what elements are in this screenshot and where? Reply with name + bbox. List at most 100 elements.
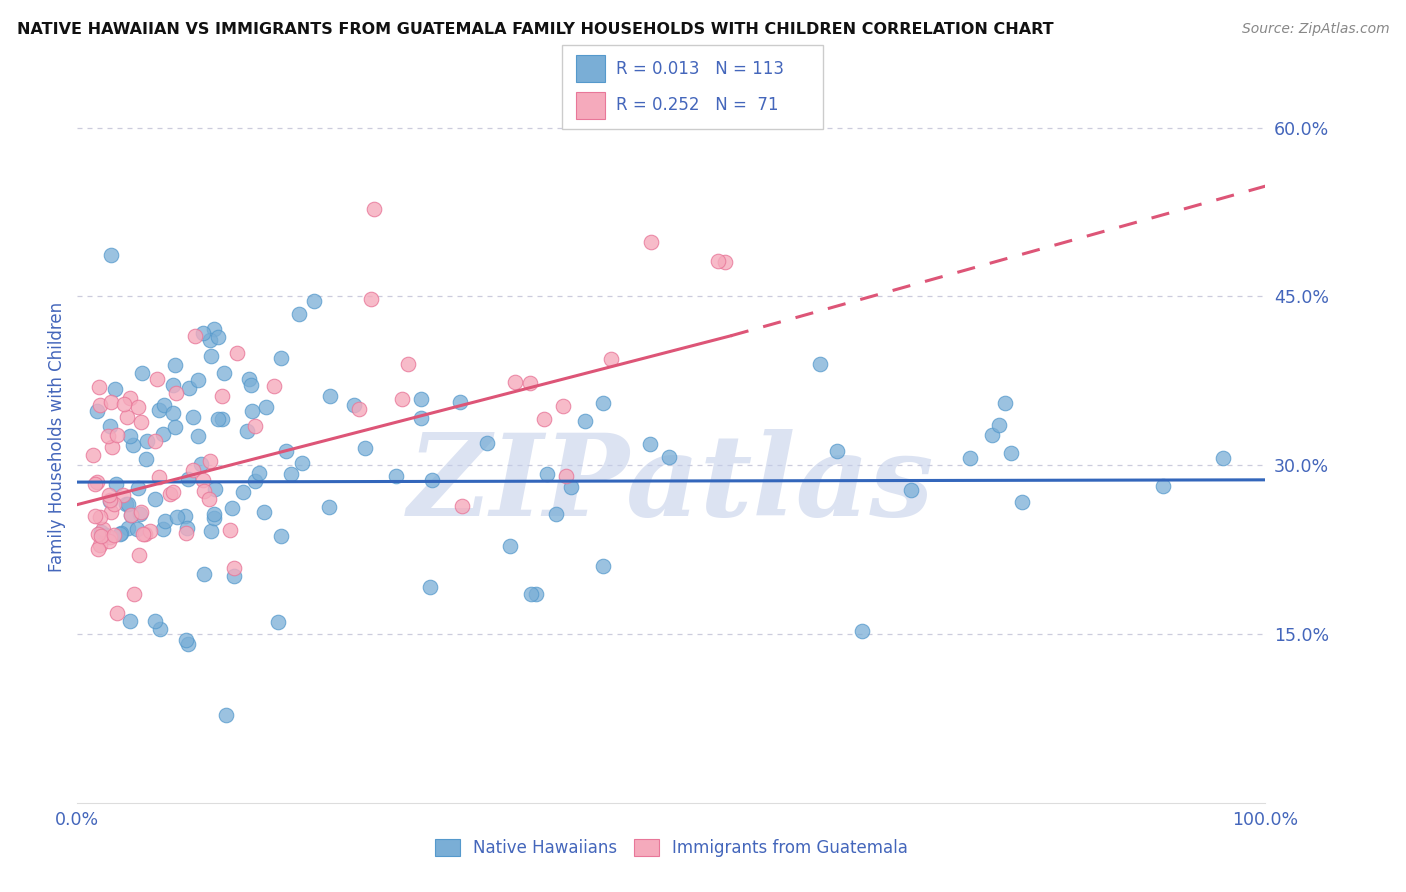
Point [1212, 450, 1234, 465]
Point [105, 428, 128, 442]
Text: Source: ZipAtlas.com: Source: ZipAtlas.com [1241, 22, 1389, 37]
Point [117, 521, 139, 535]
Point [200, 524, 222, 539]
Point [87, 542, 110, 557]
Point [86, 404, 108, 418]
Point [1000, 446, 1022, 460]
Point [120, 508, 142, 522]
Point [129, 505, 152, 519]
Point [226, 346, 249, 360]
Point [980, 427, 1002, 442]
Point [152, 427, 174, 442]
Point [240, 404, 263, 418]
Point [202, 511, 225, 525]
Point [391, 392, 413, 406]
Point [707, 254, 730, 268]
Point [134, 527, 156, 541]
Point [98, 488, 121, 502]
Point [270, 529, 292, 543]
Point [198, 334, 221, 348]
Point [553, 399, 575, 413]
Point [202, 322, 225, 336]
Point [363, 202, 385, 216]
Point [124, 587, 146, 601]
Point [533, 412, 555, 426]
Point [187, 373, 209, 387]
Point [181, 409, 204, 424]
Point [117, 410, 139, 425]
Point [120, 508, 142, 522]
Point [177, 381, 200, 395]
Point [505, 375, 527, 389]
Point [247, 466, 270, 480]
Point [245, 418, 267, 433]
Y-axis label: Family Households with Children: Family Households with Children [48, 302, 66, 572]
Point [219, 524, 242, 538]
Point [143, 434, 166, 448]
Point [120, 391, 142, 405]
Point [215, 708, 238, 723]
Point [103, 497, 125, 511]
Text: R = 0.013   N = 113: R = 0.013 N = 113 [616, 60, 783, 78]
Point [165, 359, 187, 373]
Point [93, 522, 115, 536]
Point [152, 522, 174, 536]
Point [143, 491, 166, 506]
Point [254, 400, 277, 414]
Point [162, 485, 184, 500]
Point [987, 417, 1010, 432]
Point [291, 457, 314, 471]
Point [238, 372, 260, 386]
Point [187, 429, 209, 443]
Point [83, 508, 105, 523]
Point [640, 235, 662, 249]
Point [263, 379, 285, 393]
Point [519, 587, 541, 601]
Point [267, 615, 290, 630]
Point [1011, 495, 1033, 509]
Point [714, 255, 737, 269]
Point [193, 484, 215, 499]
Point [117, 497, 139, 511]
Point [120, 429, 142, 443]
Point [181, 463, 204, 477]
Point [411, 392, 433, 406]
Point [396, 357, 419, 371]
Point [411, 411, 433, 425]
Point [148, 470, 170, 484]
Point [129, 415, 152, 429]
Text: ZIPatlas: ZIPatlas [408, 429, 935, 541]
Point [240, 378, 263, 392]
Point [555, 469, 578, 483]
Point [276, 444, 298, 458]
Point [207, 330, 229, 344]
Point [105, 476, 128, 491]
Point [162, 378, 184, 392]
Text: R = 0.252   N =  71: R = 0.252 N = 71 [616, 96, 779, 114]
Point [900, 483, 922, 498]
Point [153, 514, 176, 528]
Point [148, 403, 170, 417]
Point [98, 493, 121, 508]
Point [450, 500, 472, 514]
Point [100, 395, 122, 409]
Point [90, 529, 112, 543]
Point [114, 497, 136, 511]
Point [98, 533, 121, 548]
Point [174, 525, 197, 540]
Point [211, 412, 233, 426]
Point [97, 428, 120, 442]
Point [574, 414, 596, 428]
Point [89, 538, 111, 552]
Point [86, 475, 108, 489]
Point [252, 505, 274, 519]
Point [136, 434, 159, 448]
Point [202, 507, 225, 521]
Point [204, 482, 226, 496]
Point [207, 412, 229, 426]
Point [198, 491, 221, 506]
Point [1152, 478, 1174, 492]
Point [120, 614, 142, 628]
Point [825, 444, 848, 458]
Point [212, 366, 235, 380]
